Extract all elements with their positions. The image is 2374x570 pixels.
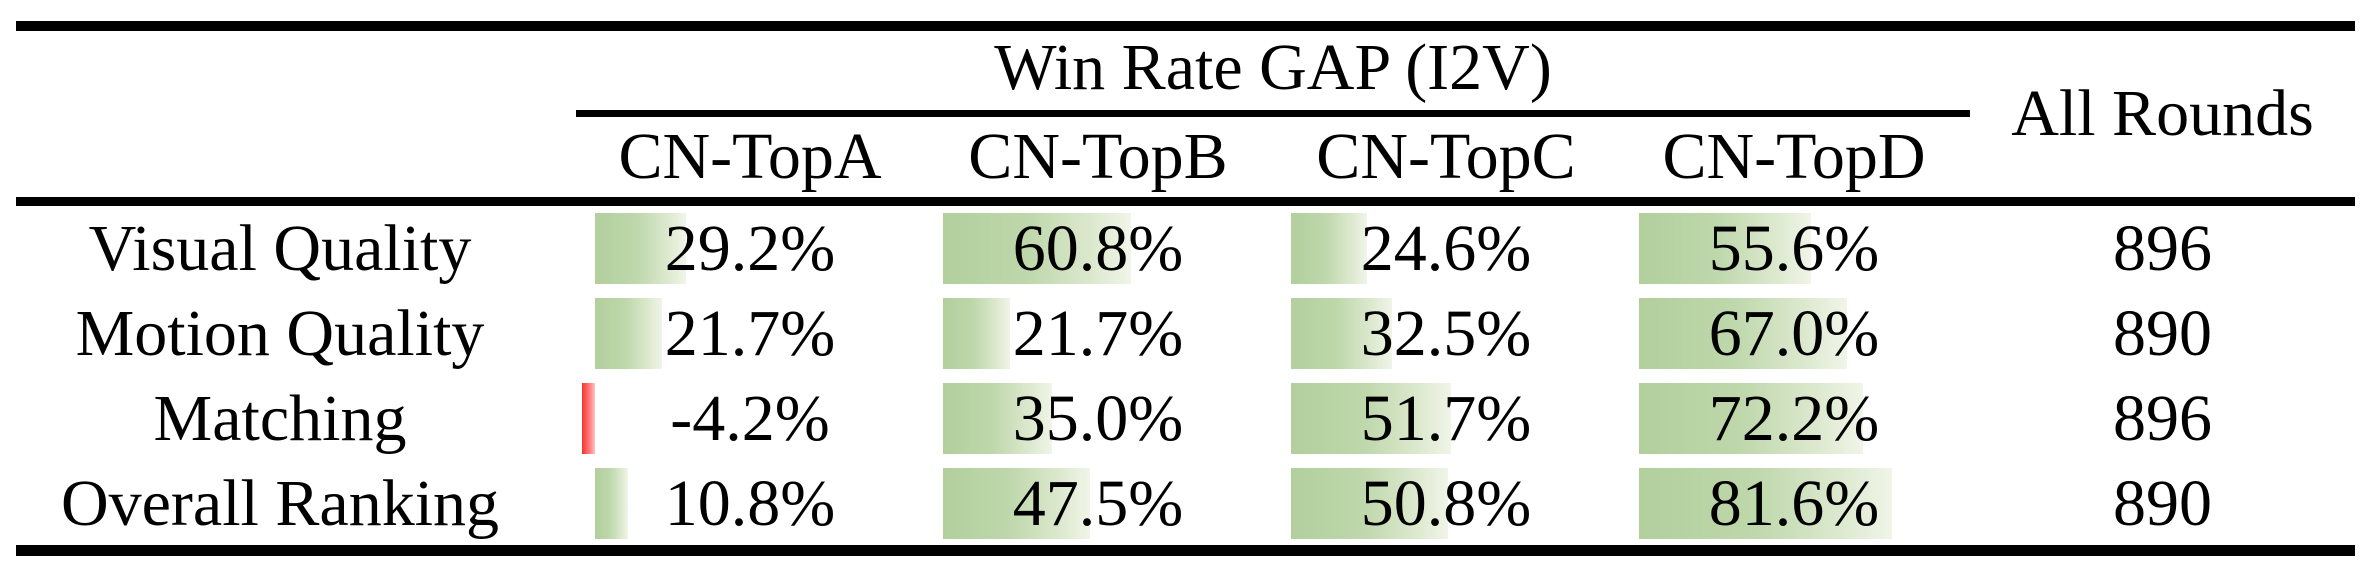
- row-label: Overall Ranking: [60, 467, 500, 540]
- data-bar: [943, 468, 1090, 539]
- table-cell: 21.7%: [924, 291, 1272, 376]
- table-cell: 72.2%: [1620, 376, 1968, 461]
- cell-value: -4.2%: [670, 382, 830, 455]
- cell-value: 72.2%: [1708, 382, 1880, 455]
- table-cell: 10.8%: [576, 461, 924, 546]
- cell-value: 50.8%: [1360, 467, 1532, 540]
- data-bar: [1639, 383, 1863, 454]
- data-bar: [943, 298, 1010, 369]
- column-header-cn-topb: CN-TopB: [968, 120, 1228, 193]
- table-row-motion-quality: Motion Quality 21.7% 21.7% 32.5% 67.0% 8…: [0, 291, 2374, 376]
- all-rounds-value: 896: [2113, 212, 2212, 285]
- data-bar-negative: [582, 383, 595, 454]
- cell-value: 32.5%: [1360, 297, 1532, 370]
- table-cell: -4.2%: [576, 376, 924, 461]
- data-bar: [943, 383, 1052, 454]
- cell-value: 47.5%: [1012, 467, 1184, 540]
- row-label: Motion Quality: [75, 297, 485, 370]
- table-row-matching: Matching -4.2% 35.0% 51.7% 72.2% 896: [0, 376, 2374, 461]
- table-cell: 51.7%: [1272, 376, 1620, 461]
- cell-value: 67.0%: [1708, 297, 1880, 370]
- table-cell: 32.5%: [1272, 291, 1620, 376]
- cell-value: 55.6%: [1708, 212, 1880, 285]
- cell-value: 81.6%: [1708, 467, 1880, 540]
- data-bar: [1639, 468, 1892, 539]
- cell-value: 21.7%: [1012, 297, 1184, 370]
- table-cell: 67.0%: [1620, 291, 1968, 376]
- bottom-rule: [16, 545, 2355, 556]
- all-rounds-value: 896: [2113, 382, 2212, 455]
- cell-value: 60.8%: [1012, 212, 1184, 285]
- column-header-cn-topd: CN-TopD: [1662, 120, 1926, 193]
- top-rule: [16, 21, 2355, 31]
- table-cell: 29.2%: [576, 206, 924, 291]
- data-bar: [1639, 213, 1811, 284]
- table-row-overall-ranking: Overall Ranking 10.8% 47.5% 50.8% 81.6% …: [0, 461, 2374, 546]
- table-row-visual-quality: Visual Quality 29.2% 60.8% 24.6% 55.6% 8…: [0, 206, 2374, 291]
- group-header-underline: [576, 110, 1970, 117]
- cell-value: 10.8%: [664, 467, 836, 540]
- table-cell: 50.8%: [1272, 461, 1620, 546]
- table-cell: 81.6%: [1620, 461, 1968, 546]
- table-cell: 24.6%: [1272, 206, 1620, 291]
- table-cell: 21.7%: [576, 291, 924, 376]
- data-bar: [595, 298, 662, 369]
- row-label: Matching: [153, 382, 407, 455]
- group-header-win-rate-gap: Win Rate GAP (I2V): [994, 31, 1552, 104]
- data-bar: [1291, 298, 1392, 369]
- cell-value: 29.2%: [664, 212, 836, 285]
- cell-value: 21.7%: [664, 297, 836, 370]
- data-bar: [1291, 468, 1448, 539]
- column-header-cn-topc: CN-TopC: [1316, 120, 1576, 193]
- table-cell: 55.6%: [1620, 206, 1968, 291]
- column-header-all-rounds: All Rounds: [2011, 77, 2314, 150]
- table-cell: 60.8%: [924, 206, 1272, 291]
- cell-value: 51.7%: [1360, 382, 1532, 455]
- all-rounds-value: 890: [2113, 467, 2212, 540]
- all-rounds-value: 890: [2113, 297, 2212, 370]
- cell-value: 35.0%: [1012, 382, 1184, 455]
- data-bar: [1291, 213, 1367, 284]
- data-bar: [1639, 298, 1847, 369]
- table-cell: 47.5%: [924, 461, 1272, 546]
- table-cell: 35.0%: [924, 376, 1272, 461]
- column-header-cn-topa: CN-TopA: [618, 120, 882, 193]
- data-bar: [1291, 383, 1451, 454]
- header-separator-rule: [16, 197, 2355, 206]
- data-bar: [595, 468, 628, 539]
- data-bar: [943, 213, 1131, 284]
- cell-value: 24.6%: [1360, 212, 1532, 285]
- row-label: Visual Quality: [88, 212, 472, 285]
- data-bar: [595, 213, 686, 284]
